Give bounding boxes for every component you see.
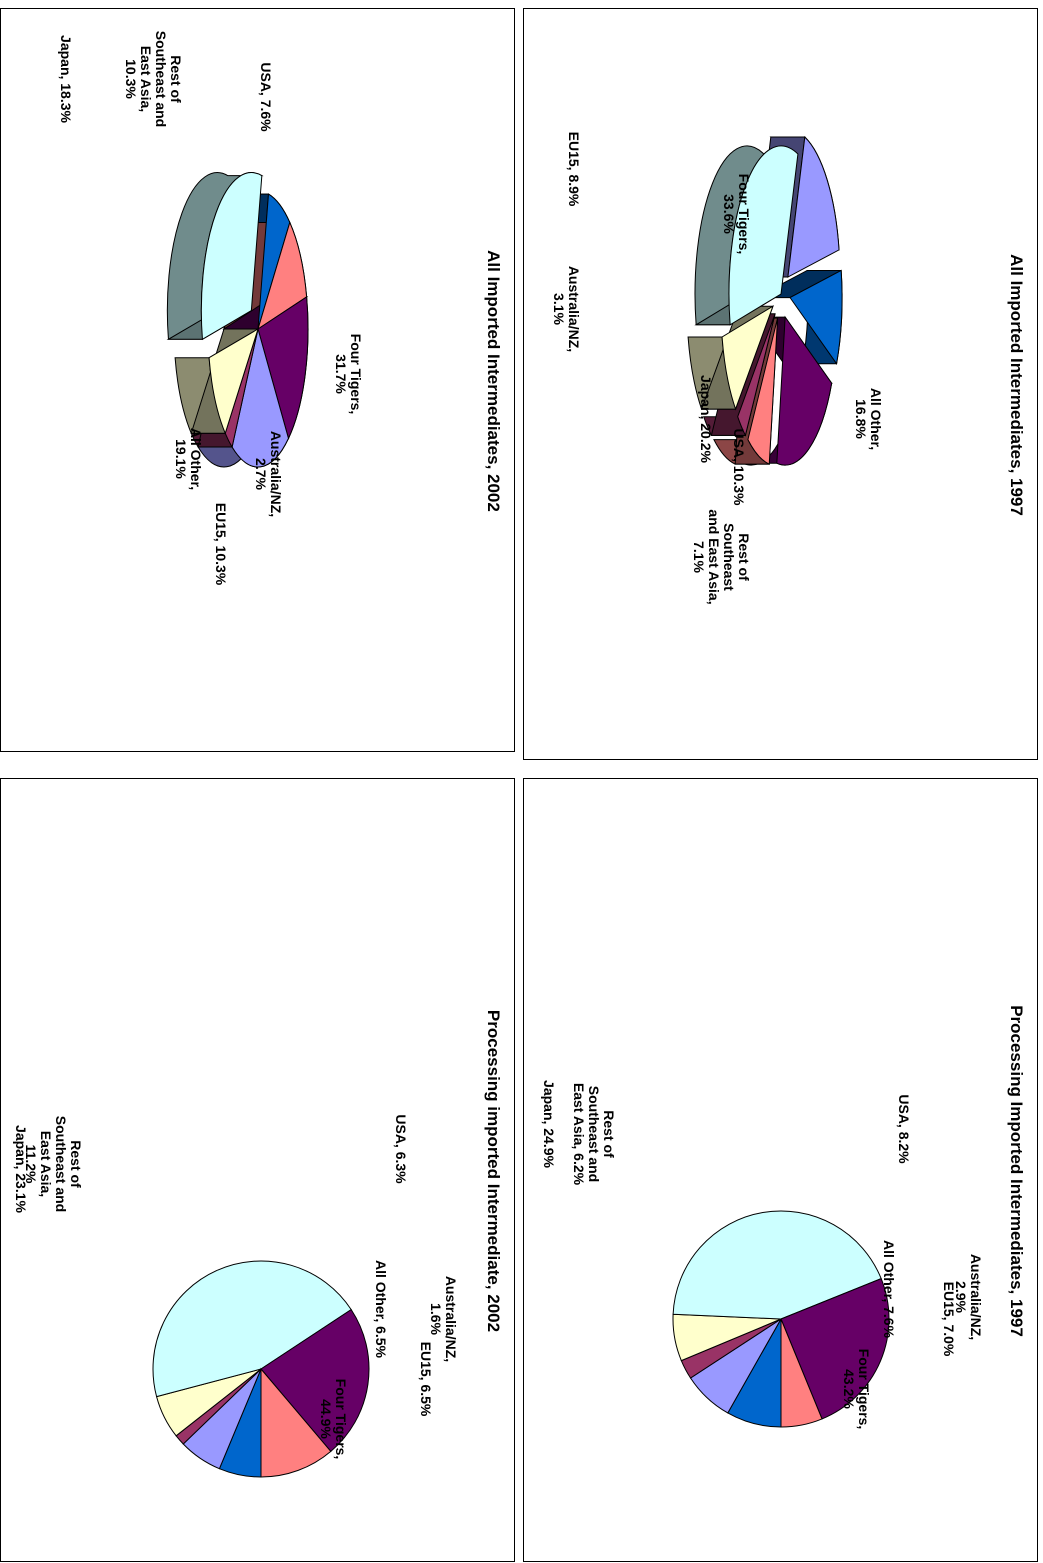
pie-slice-four-tigers <box>200 172 263 341</box>
pie-slice-eu15 <box>208 327 259 435</box>
slice-label-all-other: All Other,16.8% <box>853 388 884 450</box>
pie-slice-japan <box>257 296 309 440</box>
slice-label-japan: Japan, 20.2% <box>698 375 714 463</box>
pie-slice-japan <box>776 315 833 466</box>
pie-slice-usa <box>789 269 843 365</box>
pie-chart-all-imported-2002: All Imported Intermediates, 2002 Four Ti… <box>58 31 503 586</box>
pie-slice-rest-of-southeast-and-east-asia <box>780 1318 823 1428</box>
pie-slice-four-tigers <box>728 145 799 326</box>
slice-label-four-tigers: Four Tigers,31.7% <box>333 334 364 415</box>
pie-chart-processing-1997: Processing Imported Intermediates, 1997 … <box>541 1005 1026 1430</box>
slice-label-eu15: EU15, 8.9% <box>566 132 582 207</box>
pie-slice-four-tigers <box>672 1210 882 1320</box>
slice-label-rest-of-southeast-and-east-asia: Rest ofSoutheast andEast Asia,11.2% <box>23 1116 84 1212</box>
pie-chart-all-imported-1997: All Imported Intermediates, 1997 Four Ti… <box>551 132 1026 605</box>
slice-label-japan: Japan, 24.9% <box>541 1080 557 1168</box>
slice-label-four-tigers: Four Tigers,33.6% <box>721 174 752 255</box>
slice-label-australia-nz: Australia/NZ,2.7% <box>253 431 284 517</box>
pie-chart-processing-2002: Processing imported Intermediate, 2002 U… <box>13 1010 503 1478</box>
slice-label-eu15: EU15, 6.5% <box>418 1342 434 1417</box>
slice-label-australia-nz: Australia/NZ,1.6% <box>428 1276 459 1362</box>
pie-slice-japan <box>260 1308 370 1453</box>
slice-label-usa: USA, 8.2% <box>896 1094 912 1164</box>
slice-label-australia-nz: Australia/NZ,2.9% <box>953 1254 984 1340</box>
pie-slice-rest-of-southeast-and-east-asia <box>257 221 308 331</box>
pie-slice-four-tigers <box>152 1260 352 1398</box>
slice-label-rest-of-southeast-and-east-asia: Rest ofSoutheast andEast Asia, 6.2% <box>571 1083 617 1186</box>
chart-title: Processing imported Intermediate, 2002 <box>484 1010 503 1332</box>
slice-label-rest-of-southeast-and-east-asia: Rest ofSoutheastand East Asia,7.1% <box>691 509 752 604</box>
slice-label-eu15: EU15, 7.0% <box>941 1282 957 1357</box>
pie-slice-rest-of-southeast-and-east-asia <box>260 1367 332 1478</box>
slice-label-japan: Japan, 23.1% <box>13 1125 29 1213</box>
slice-label-all-other: All Other, 6.5% <box>373 1260 389 1359</box>
pie-slice-australia-nz <box>737 313 776 437</box>
slice-label-usa: USA, 10.3% <box>731 428 747 506</box>
slice-label-rest-of-southeast-and-east-asia: Rest ofSoutheast andEast Asia,10.3% <box>123 31 184 127</box>
pie-slice-all-other <box>231 328 290 468</box>
slice-label-four-tigers: Four Tigers,43.2% <box>841 1349 872 1430</box>
slice-label-australia-nz: Australia/NZ,3.1% <box>551 266 582 352</box>
chart-title: Processing Imported Intermediates, 1997 <box>1007 1005 1026 1337</box>
pie-slice-all-other <box>787 135 840 278</box>
slice-label-japan: Japan, 18.3% <box>58 35 74 123</box>
chart-title: All Imported Intermediates, 2002 <box>484 250 503 512</box>
slice-label-four-tigers: Four Tigers,44.9% <box>318 1379 349 1460</box>
chart-panel-processing-2002: Processing imported Intermediate, 2002 U… <box>0 778 515 1562</box>
slice-label-all-other: All Other,19.1% <box>173 428 204 490</box>
slice-label-eu15: EU15, 10.3% <box>213 503 229 586</box>
chart-panel-processing-1997: Processing Imported Intermediates, 1997 … <box>523 778 1038 1562</box>
pie-slice-eu15 <box>721 305 774 411</box>
slice-label-usa: USA, 6.3% <box>393 1114 409 1184</box>
chart-panel-all-imported-1997: All Imported Intermediates, 1997 Four Ti… <box>523 8 1038 760</box>
slice-label-all-other: All Other, 7.6% <box>881 1240 897 1339</box>
chart-title: All Imported Intermediates, 1997 <box>1007 254 1026 516</box>
chart-panel-all-imported-2002: All Imported Intermediates, 2002 Four Ti… <box>0 8 515 752</box>
pie-slice-rest-of-southeast-and-east-asia <box>747 317 779 465</box>
slice-label-usa: USA, 7.6% <box>258 62 274 132</box>
